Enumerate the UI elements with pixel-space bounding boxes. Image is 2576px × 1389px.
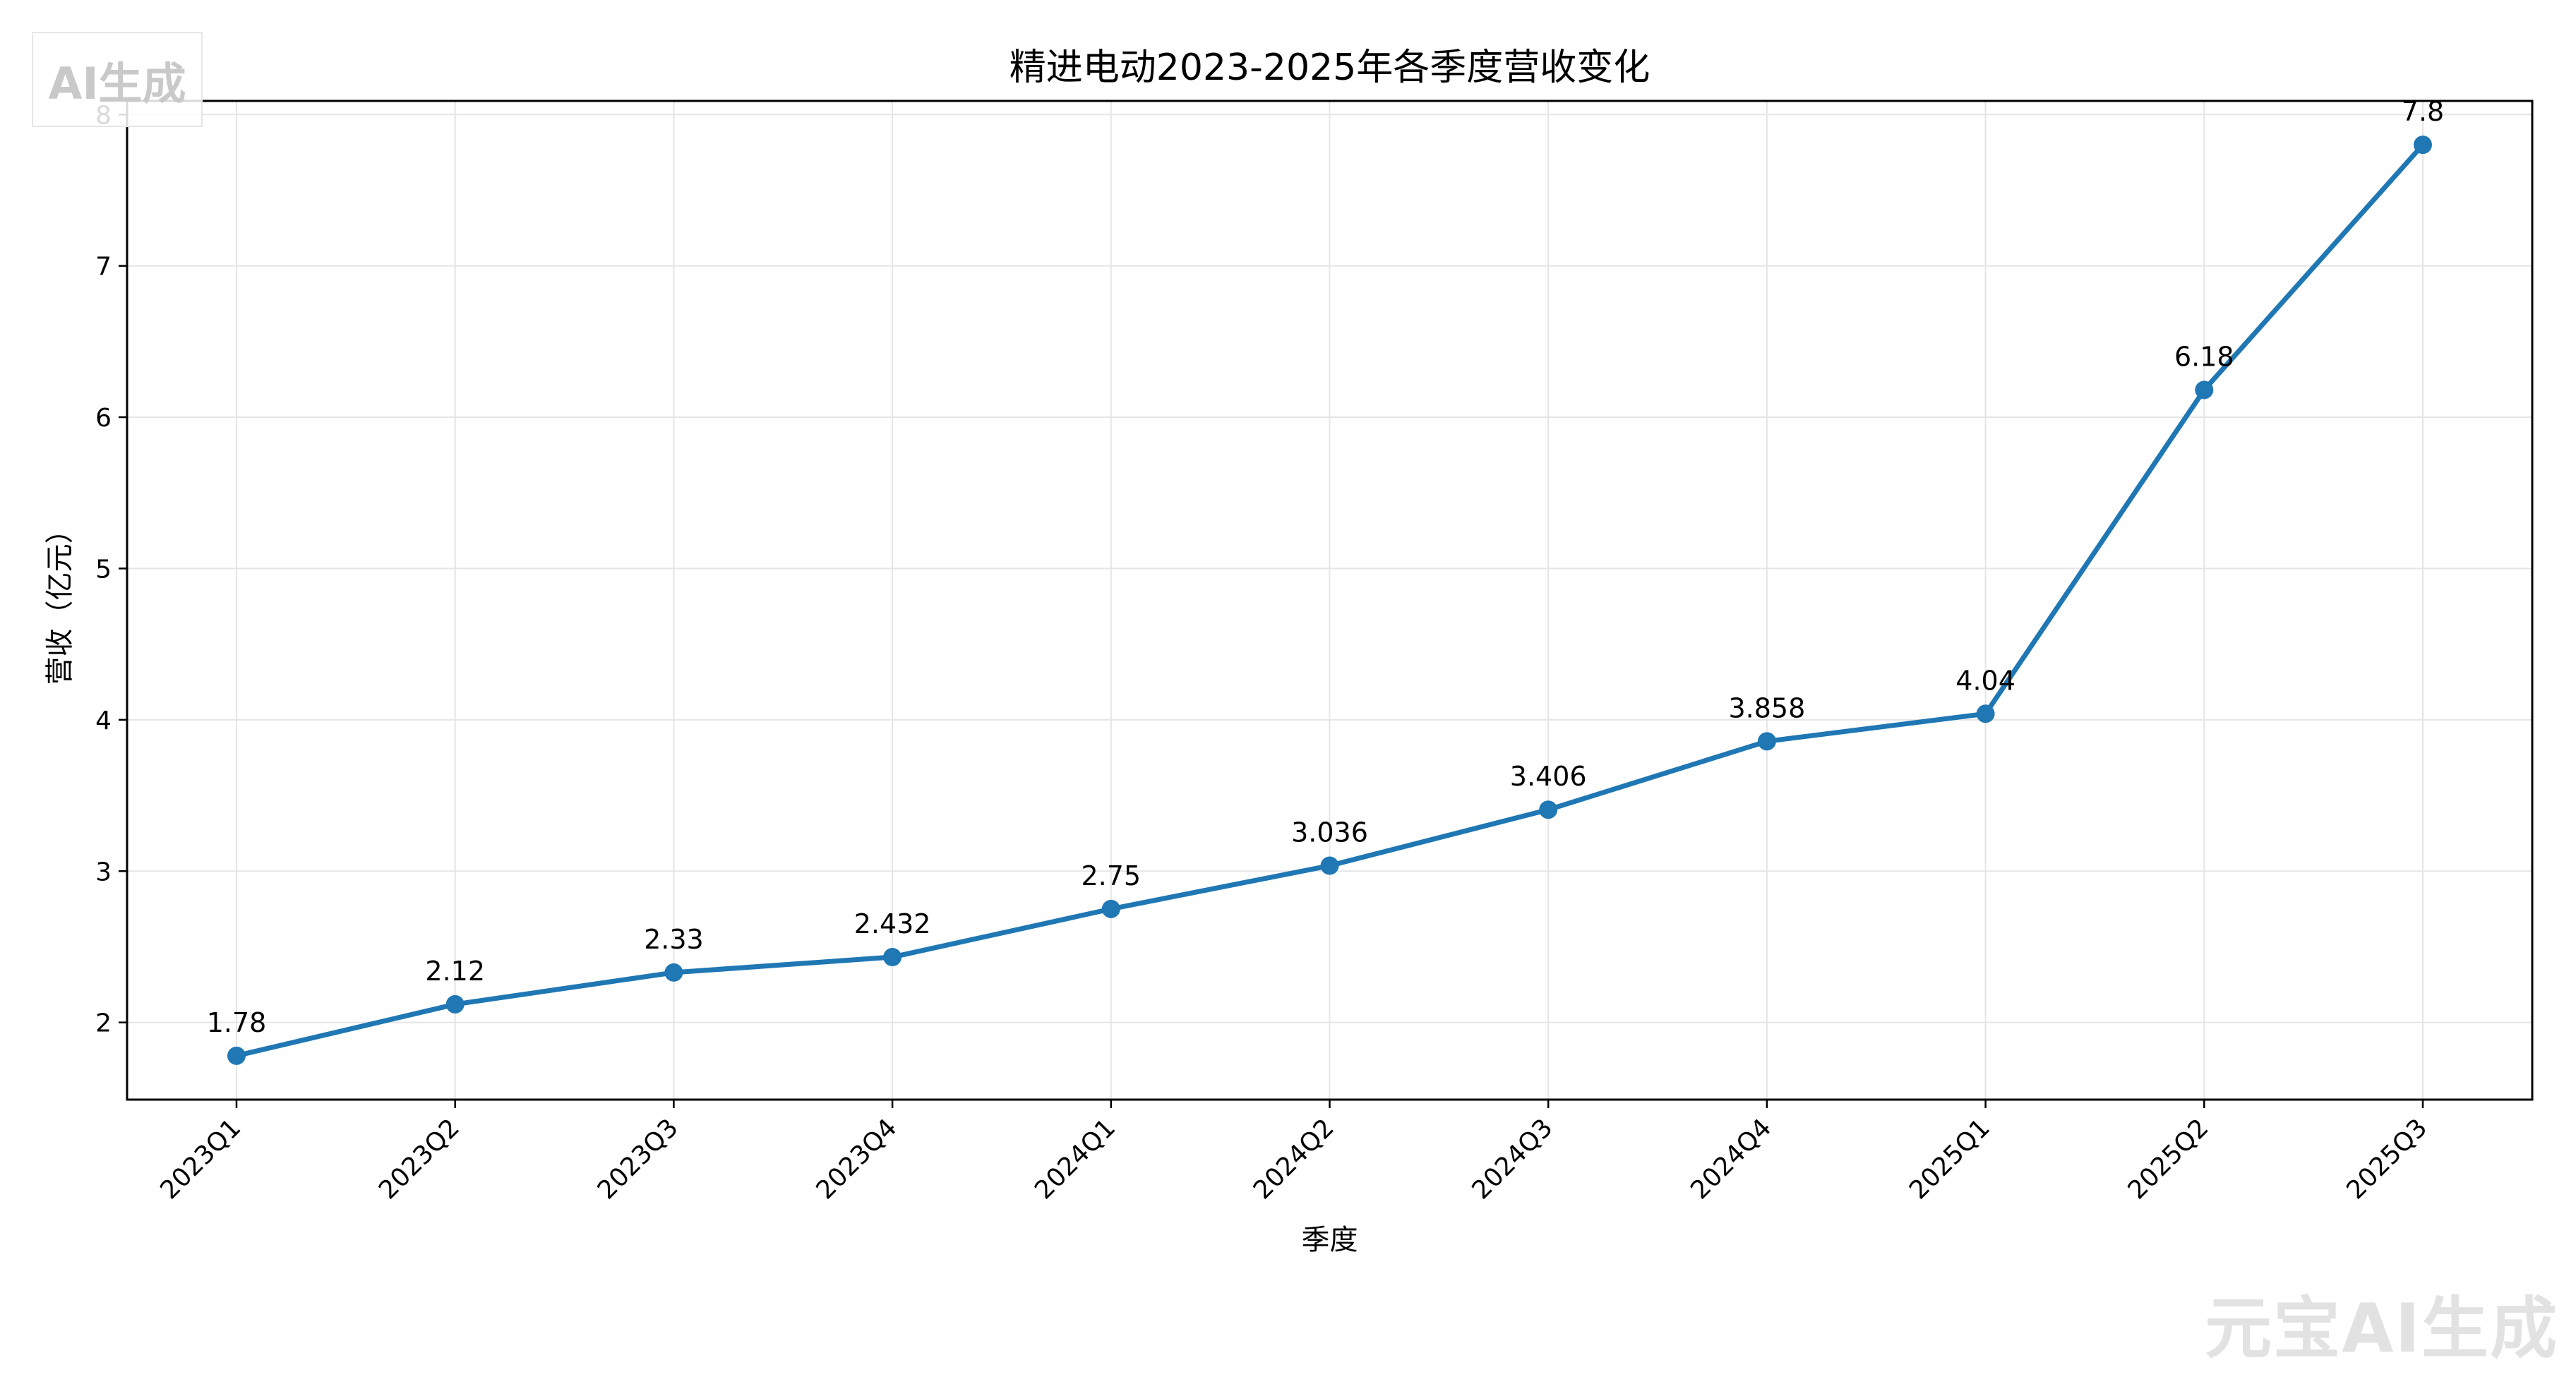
data-labels: 1.78 2.12 2.33 2.432 2.75 3.036 3.406 3.858 4.04…: [207, 96, 2445, 1038]
data-point: [1101, 899, 1120, 918]
data-point: [445, 994, 465, 1014]
x-tick-label: 2024Q4: [1685, 1113, 1777, 1205]
x-tick-label: 2025Q1: [1904, 1113, 1996, 1205]
x-tick-label: 2023Q3: [592, 1113, 684, 1205]
data-point: [227, 1046, 246, 1065]
data-label: 4.04: [1955, 665, 2015, 696]
data-point: [664, 963, 683, 982]
data-label: 3.406: [1510, 761, 1587, 792]
x-tick-label: 2023Q1: [155, 1113, 246, 1205]
x-axis-title: 季度: [1302, 1224, 1358, 1256]
data-label: 2.33: [644, 924, 704, 955]
data-label: 3.858: [1729, 692, 1806, 723]
data-label: 7.8: [2402, 96, 2444, 127]
data-point: [1976, 704, 1995, 723]
data-point: [2195, 380, 2214, 399]
x-tick-label: 2024Q2: [1248, 1113, 1340, 1205]
y-tick-label: 6: [95, 404, 112, 433]
data-label: 3.036: [1291, 817, 1368, 848]
y-tick-label: 7: [95, 253, 112, 282]
data-label: 2.12: [425, 956, 485, 987]
data-point: [2414, 136, 2432, 155]
ai-generated-badge: AI生成: [32, 32, 203, 127]
grid-lines: [127, 101, 2532, 1100]
x-tick-label: 2025Q2: [2123, 1113, 2215, 1205]
data-point: [1539, 800, 1558, 819]
x-tick-label: 2025Q3: [2341, 1113, 2433, 1205]
x-axis-ticks: 2023Q1 2023Q2 2023Q3 2023Q4 2024Q1 2024Q2 2024…: [155, 1100, 2433, 1205]
y-tick-label: 2: [95, 1009, 112, 1038]
data-label: 2.75: [1081, 860, 1141, 891]
y-tick-label: 4: [95, 706, 112, 735]
x-tick-label: 2023Q2: [373, 1113, 465, 1205]
y-tick-label: 5: [95, 555, 112, 584]
data-point: [883, 948, 902, 967]
x-tick-label: 2024Q3: [1467, 1113, 1559, 1205]
data-label: 1.78: [207, 1007, 267, 1038]
x-tick-label: 2023Q4: [810, 1113, 902, 1205]
y-axis-title: 营收（亿元）: [44, 516, 76, 685]
y-tick-label: 3: [95, 858, 112, 886]
x-tick-label: 2024Q1: [1029, 1113, 1121, 1205]
data-label: 6.18: [2174, 341, 2234, 372]
data-point: [1757, 732, 1776, 751]
series-line: [227, 136, 2432, 1065]
yuanbao-watermark: 元宝AI生成: [2205, 1290, 2558, 1368]
chart-title: 精进电动2023-2025年各季度营收变化: [1010, 47, 1650, 89]
data-label: 2.432: [854, 908, 931, 939]
data-point: [1320, 856, 1339, 875]
y-axis-ticks: 2345678: [95, 101, 127, 1038]
